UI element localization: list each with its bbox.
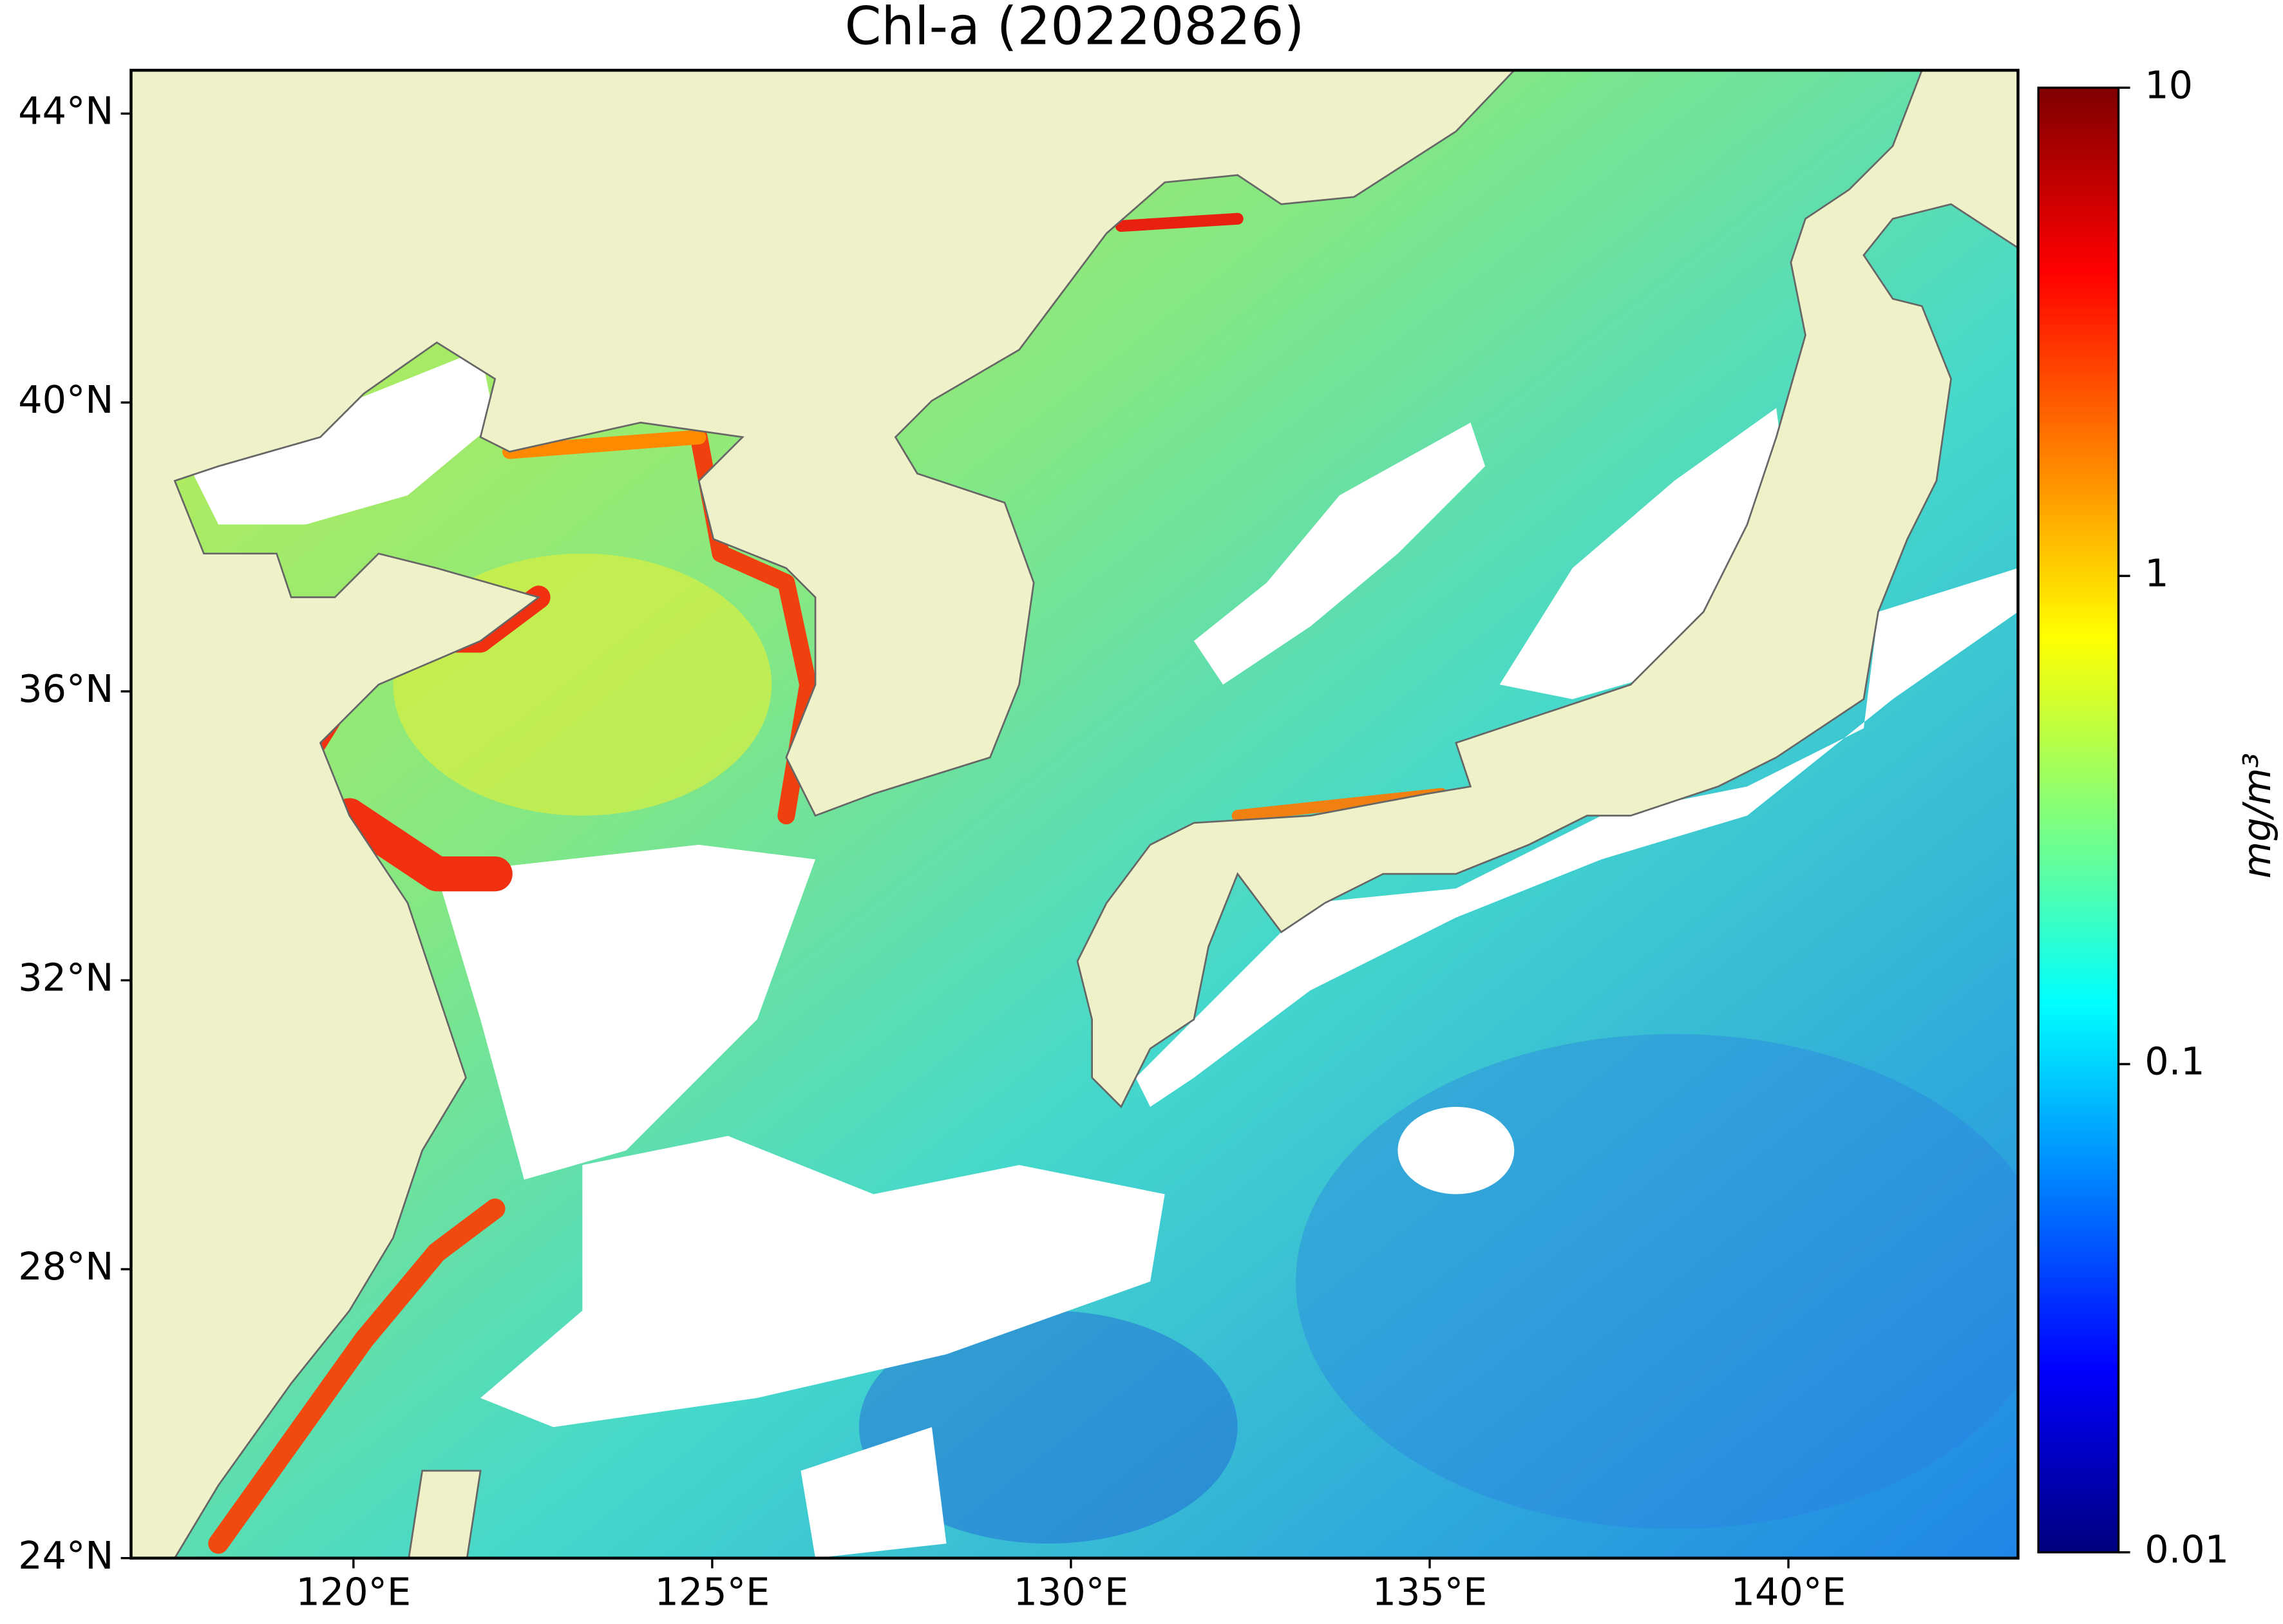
colorbar-tick-label: 0.1 [2145,1039,2204,1084]
colorbar-label: mg/m³ [2235,753,2279,878]
chart-title: Chl-a (20220826) [845,0,1305,57]
y-tick-label: 32°N [18,955,113,999]
cloud [1135,568,2018,1107]
bloom [1115,212,1244,232]
cloud [800,1427,947,1558]
x-tick-label: 140°E [1731,1569,1846,1614]
cloud [1397,1106,1515,1194]
y-tick-label: 40°N [18,377,113,422]
colorbar-tick-label: 10 [2145,62,2193,107]
colorbar [2037,86,2120,1554]
land-japan [1076,70,2018,1109]
cloud [437,844,816,1180]
bloom [208,1198,506,1554]
x-tick-label: 125°E [655,1569,770,1614]
y-tick-label: 36°N [18,666,113,711]
y-tick-label: 24°N [18,1533,113,1578]
map-area [131,70,2018,1558]
y-tick-label: 44°N [18,89,113,133]
y-tick-label: 28°N [18,1244,113,1289]
colorbar-group: 0.01 0.1 1 10 [2037,62,2229,1572]
x-tick-label: 120°E [296,1569,411,1614]
land [131,70,2018,1558]
axes-frame [129,68,2020,1560]
cloud [189,350,495,525]
land-asia [131,70,1516,1558]
land-taiwan [408,1469,482,1558]
cloud [480,1136,1165,1428]
x-tick-label: 135°E [1372,1569,1488,1614]
chl-patch [1296,1034,2018,1529]
bloom [502,430,706,459]
bloom [332,798,513,892]
cloud [1193,422,1486,685]
colorbar-tick-label: 0.01 [2145,1527,2229,1572]
colorbar-tick-label: 1 [2145,551,2168,595]
chl-patch [858,1310,1238,1544]
x-tick-label: 130°E [1014,1569,1129,1614]
